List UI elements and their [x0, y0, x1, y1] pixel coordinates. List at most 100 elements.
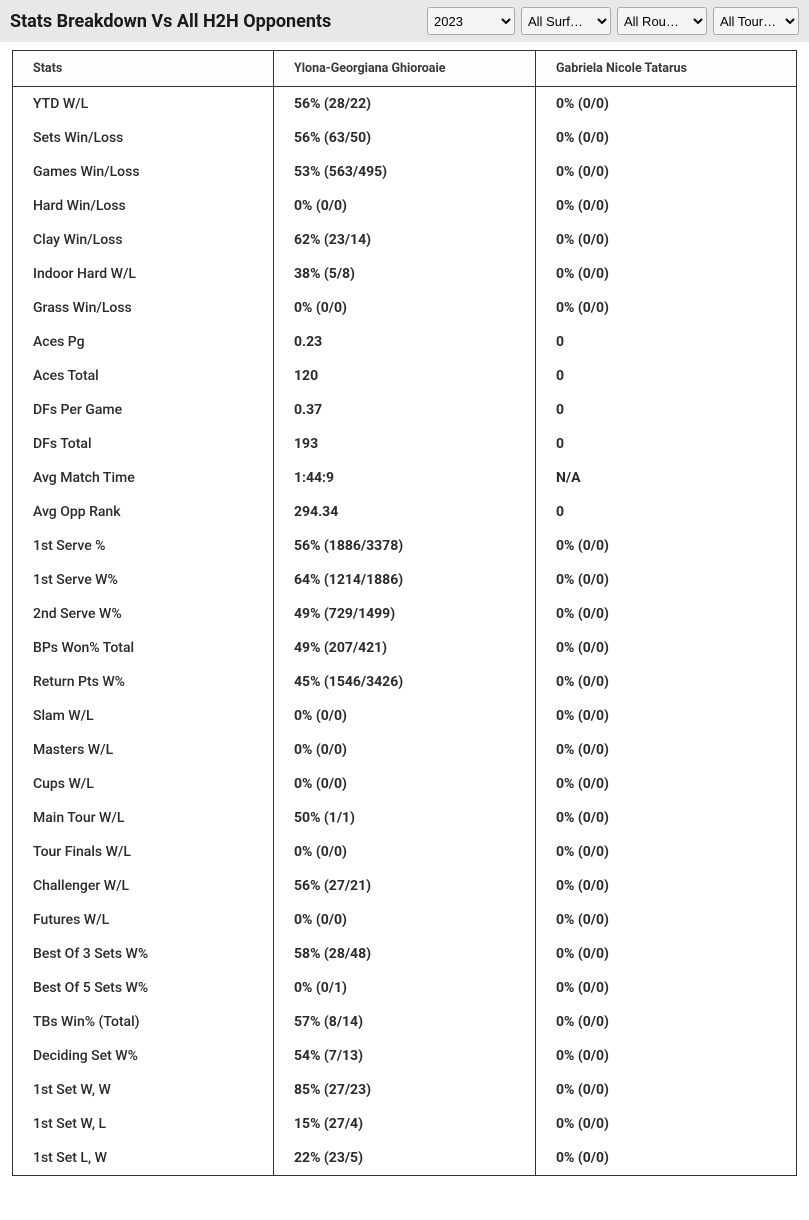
stat-player2-value: 0% (0/0) [536, 529, 797, 563]
table-row: Grass Win/Loss0% (0/0)0% (0/0) [13, 291, 797, 325]
stat-label: Challenger W/L [13, 869, 274, 903]
stat-player1-value: 56% (28/22) [274, 87, 536, 122]
stat-player2-value: 0% (0/0) [536, 597, 797, 631]
stat-player1-value: 64% (1214/1886) [274, 563, 536, 597]
stat-label: Main Tour W/L [13, 801, 274, 835]
stat-player2-value: 0% (0/0) [536, 835, 797, 869]
table-row: 1st Set W, L15% (27/4)0% (0/0) [13, 1107, 797, 1141]
stat-player2-value: 0% (0/0) [536, 665, 797, 699]
table-row: 1st Serve %56% (1886/3378)0% (0/0) [13, 529, 797, 563]
table-row: Hard Win/Loss0% (0/0)0% (0/0) [13, 189, 797, 223]
header-row: Stats Ylona-Georgiana Ghioroaie Gabriela… [13, 51, 797, 87]
surface-select[interactable]: All Surf… [521, 7, 611, 35]
stat-label: BPs Won% Total [13, 631, 274, 665]
stat-label: Tour Finals W/L [13, 835, 274, 869]
table-row: Cups W/L0% (0/0)0% (0/0) [13, 767, 797, 801]
table-row: Best Of 5 Sets W%0% (0/1)0% (0/0) [13, 971, 797, 1005]
table-row: Avg Opp Rank294.340 [13, 495, 797, 529]
table-row: Aces Total1200 [13, 359, 797, 393]
stat-label: Avg Match Time [13, 461, 274, 495]
stat-label: Cups W/L [13, 767, 274, 801]
stat-player2-value: 0% (0/0) [536, 1107, 797, 1141]
table-row: BPs Won% Total49% (207/421)0% (0/0) [13, 631, 797, 665]
stat-label: Games Win/Loss [13, 155, 274, 189]
stat-label: 2nd Serve W% [13, 597, 274, 631]
stat-player2-value: 0% (0/0) [536, 869, 797, 903]
stat-player1-value: 38% (5/8) [274, 257, 536, 291]
stat-player1-value: 49% (207/421) [274, 631, 536, 665]
stat-player2-value: 0% (0/0) [536, 971, 797, 1005]
stat-label: Sets Win/Loss [13, 121, 274, 155]
table-container: Stats Ylona-Georgiana Ghioroaie Gabriela… [0, 42, 809, 1176]
stat-label: YTD W/L [13, 87, 274, 122]
header-bar: Stats Breakdown Vs All H2H Opponents 202… [0, 0, 809, 42]
stat-label: Masters W/L [13, 733, 274, 767]
stat-player2-value: 0% (0/0) [536, 937, 797, 971]
stat-player2-value: 0% (0/0) [536, 189, 797, 223]
stat-player1-value: 0% (0/0) [274, 733, 536, 767]
table-row: DFs Per Game0.370 [13, 393, 797, 427]
stat-player1-value: 85% (27/23) [274, 1073, 536, 1107]
stat-player2-value: 0% (0/0) [536, 223, 797, 257]
stat-player1-value: 57% (8/14) [274, 1005, 536, 1039]
round-select[interactable]: All Rou… [617, 7, 707, 35]
stat-player2-value: 0% (0/0) [536, 1073, 797, 1107]
stat-label: Return Pts W% [13, 665, 274, 699]
stat-player2-value: 0% (0/0) [536, 733, 797, 767]
stat-player1-value: 56% (1886/3378) [274, 529, 536, 563]
stat-label: TBs Win% (Total) [13, 1005, 274, 1039]
stat-player2-value: 0% (0/0) [536, 801, 797, 835]
table-row: Deciding Set W%54% (7/13)0% (0/0) [13, 1039, 797, 1073]
stat-player2-value: 0% (0/0) [536, 155, 797, 189]
table-row: DFs Total1930 [13, 427, 797, 461]
stat-player2-value: 0% (0/0) [536, 87, 797, 122]
stat-player1-value: 0% (0/0) [274, 767, 536, 801]
stat-player2-value: 0% (0/0) [536, 631, 797, 665]
stat-player1-value: 58% (28/48) [274, 937, 536, 971]
stat-player2-value: 0 [536, 427, 797, 461]
stat-player2-value: 0 [536, 393, 797, 427]
table-row: 1st Set W, W85% (27/23)0% (0/0) [13, 1073, 797, 1107]
stat-player2-value: N/A [536, 461, 797, 495]
stat-label: 1st Serve W% [13, 563, 274, 597]
stat-player2-value: 0% (0/0) [536, 1141, 797, 1176]
stat-player1-value: 120 [274, 359, 536, 393]
stat-player1-value: 45% (1546/3426) [274, 665, 536, 699]
tournament-select[interactable]: All Tour… [713, 7, 799, 35]
stat-label: Best Of 3 Sets W% [13, 937, 274, 971]
stat-label: DFs Total [13, 427, 274, 461]
table-row: 2nd Serve W%49% (729/1499)0% (0/0) [13, 597, 797, 631]
stat-player1-value: 0.23 [274, 325, 536, 359]
table-row: Aces Pg0.230 [13, 325, 797, 359]
stat-player2-value: 0% (0/0) [536, 1005, 797, 1039]
stat-label: Grass Win/Loss [13, 291, 274, 325]
table-row: TBs Win% (Total)57% (8/14)0% (0/0) [13, 1005, 797, 1039]
table-row: YTD W/L56% (28/22)0% (0/0) [13, 87, 797, 122]
stat-player1-value: 15% (27/4) [274, 1107, 536, 1141]
table-row: 1st Set L, W22% (23/5)0% (0/0) [13, 1141, 797, 1176]
stat-player2-value: 0% (0/0) [536, 257, 797, 291]
stat-label: DFs Per Game [13, 393, 274, 427]
stat-player2-value: 0% (0/0) [536, 767, 797, 801]
stat-player1-value: 53% (563/495) [274, 155, 536, 189]
filter-group: 2023 All Surf… All Rou… All Tour… [427, 7, 799, 35]
stat-player1-value: 0% (0/0) [274, 835, 536, 869]
stat-player1-value: 56% (63/50) [274, 121, 536, 155]
table-row: Games Win/Loss53% (563/495)0% (0/0) [13, 155, 797, 189]
year-select[interactable]: 2023 [427, 7, 515, 35]
stat-player1-value: 62% (23/14) [274, 223, 536, 257]
stat-player2-value: 0% (0/0) [536, 563, 797, 597]
stat-player1-value: 193 [274, 427, 536, 461]
stat-player2-value: 0 [536, 495, 797, 529]
table-row: Masters W/L0% (0/0)0% (0/0) [13, 733, 797, 767]
stat-label: 1st Set W, L [13, 1107, 274, 1141]
table-row: Futures W/L0% (0/0)0% (0/0) [13, 903, 797, 937]
stat-label: Aces Total [13, 359, 274, 393]
table-row: Clay Win/Loss62% (23/14)0% (0/0) [13, 223, 797, 257]
stat-player2-value: 0 [536, 359, 797, 393]
stat-player1-value: 54% (7/13) [274, 1039, 536, 1073]
col-header-player2: Gabriela Nicole Tatarus [536, 51, 797, 87]
stat-label: 1st Set W, W [13, 1073, 274, 1107]
table-row: Indoor Hard W/L38% (5/8)0% (0/0) [13, 257, 797, 291]
stat-player2-value: 0% (0/0) [536, 1039, 797, 1073]
